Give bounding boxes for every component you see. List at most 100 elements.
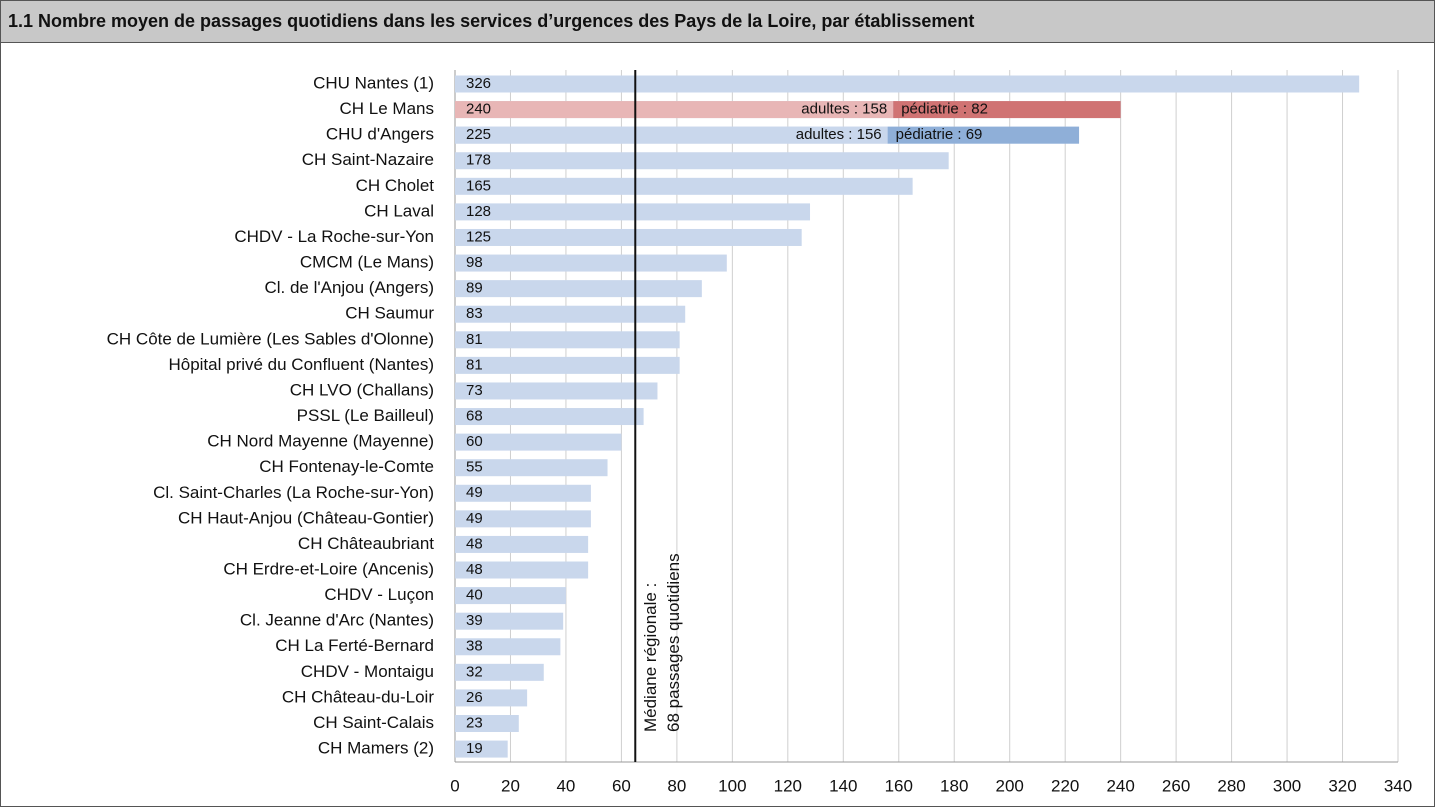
category-label: CH LVO (Challans) [290,380,434,399]
x-tick-label: 20 [501,776,520,795]
value-label: 240 [466,101,491,118]
bar [455,331,680,349]
x-tick-label: 160 [885,776,913,795]
x-tick-label: 240 [1106,776,1134,795]
bar [455,75,1360,93]
bar [455,382,658,400]
value-label: 125 [466,228,491,245]
value-label: 128 [466,203,491,220]
category-label: CH Haut-Anjou (Château-Gontier) [178,508,434,527]
bar [455,638,561,656]
value-label: 73 [466,382,483,399]
category-label: CH Nord Mayenne (Mayenne) [207,432,434,451]
x-tick-label: 200 [996,776,1024,795]
value-label: 39 [466,612,483,629]
bar-segment [455,101,894,119]
x-tick-label: 100 [718,776,746,795]
category-label: CH Côte de Lumière (Les Sables d'Olonne) [107,329,434,348]
value-label: 26 [466,689,483,706]
bar [455,177,913,195]
value-label: 48 [466,535,483,552]
x-tick-label: 40 [556,776,575,795]
bar [455,587,566,605]
category-label: CH Château-du-Loir [282,687,434,706]
bar [455,689,528,707]
category-label: CH Le Mans [340,99,434,118]
bar [455,203,811,221]
x-tick-label: 140 [829,776,857,795]
x-tick-label: 80 [667,776,686,795]
value-label: 23 [466,714,483,731]
bar [455,254,727,272]
category-label: CH Saumur [345,304,434,323]
bar-segment [455,126,888,144]
bar [455,408,644,426]
bar [455,740,508,758]
value-label: 48 [466,561,483,578]
bar [455,305,686,323]
median-label: Médiane régionale : [641,583,660,732]
category-label: Cl. Jeanne d'Arc (Nantes) [240,611,434,630]
category-label: CH Laval [364,201,434,220]
value-label: 178 [466,152,491,169]
x-tick-label: 320 [1328,776,1356,795]
value-label: 83 [466,305,483,322]
category-label: CHU d'Angers [326,125,434,144]
category-label: Cl. de l'Anjou (Angers) [264,278,434,297]
x-tick-label: 180 [940,776,968,795]
bar [455,510,591,528]
bar [455,612,564,630]
value-label: 81 [466,356,483,373]
category-label: Cl. Saint-Charles (La Roche-sur-Yon) [153,483,434,502]
value-label: 165 [466,177,491,194]
bar [455,561,589,579]
x-tick-label: 340 [1384,776,1412,795]
category-label: CHDV - Montaigu [301,662,434,681]
category-label: CH Saint-Nazaire [302,150,434,169]
bar [455,356,680,374]
bar [455,280,702,298]
x-tick-label: 300 [1273,776,1301,795]
category-label: CH Cholet [356,176,435,195]
bar [455,459,608,477]
x-tick-label: 280 [1217,776,1245,795]
category-label: CH Erdre-et-Loire (Ancenis) [223,560,434,579]
value-label: 49 [466,510,483,527]
value-label: 55 [466,459,483,476]
value-label: 68 [466,408,483,425]
bar [455,228,802,246]
bar [455,152,949,170]
segment-label: pédiatrie : 82 [901,101,988,118]
value-label: 38 [466,638,483,655]
x-tick-label: 0 [450,776,459,795]
value-label: 225 [466,126,491,143]
bar [455,484,591,502]
segment-label: pédiatrie : 69 [896,126,983,143]
value-label: 49 [466,484,483,501]
segment-label: adultes : 156 [796,126,882,143]
category-label: CH Fontenay-le-Comte [259,457,434,476]
category-label: CHDV - La Roche-sur-Yon [234,227,434,246]
value-label: 326 [466,75,491,92]
category-label: PSSL (Le Bailleul) [297,406,434,425]
segment-label: adultes : 158 [801,101,887,118]
category-label: CH La Ferté-Bernard [275,636,434,655]
bar [455,663,544,681]
bar [455,433,622,451]
value-label: 19 [466,740,483,757]
value-label: 98 [466,254,483,271]
bar-segment [887,126,1080,144]
value-label: 60 [466,433,483,450]
bar-segment [893,101,1121,119]
category-label: CH Saint-Calais [313,713,434,732]
value-label: 89 [466,280,483,297]
bar [455,715,519,732]
median-label: 68 passages quotidiens [664,553,683,732]
title-bar [0,0,1435,43]
category-label: CH Mamers (2) [318,739,434,758]
value-label: 32 [466,663,483,680]
chart-title: 1.1 Nombre moyen de passages quotidiens … [8,11,974,31]
category-label: CHDV - Luçon [324,585,434,604]
